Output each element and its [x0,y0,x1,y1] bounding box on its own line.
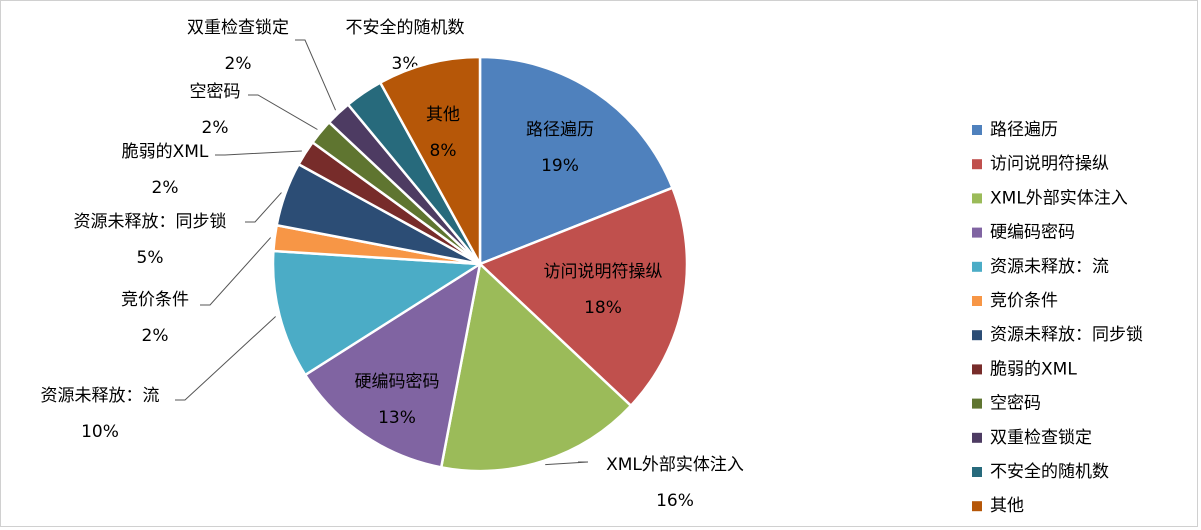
slice-label: 硬编码密码 [355,372,440,392]
legend-swatch [972,432,982,443]
slice-label: 空密码 [190,82,241,102]
legend-swatch [972,193,982,204]
slice-percent: 2% [142,326,169,346]
slice-label: 不安全的随机数 [346,18,465,38]
slice-label: 竞价条件 [121,290,189,310]
slice-percent: 8% [430,141,457,161]
pie-slice [271,249,484,377]
legend-swatch [972,159,982,170]
legend-label: 硬编码密码 [990,223,1075,243]
slice-percent: 2% [152,178,179,198]
slice-percent: 2% [225,54,252,74]
leader-line [200,237,272,306]
legend-label: 竞价条件 [990,291,1058,311]
slice-label: 资源未释放：同步锁 [74,212,227,232]
slice-percent: 16% [656,491,694,511]
slice-percent: 2% [202,118,229,138]
leader-line [248,94,318,130]
legend-label: 资源未释放：流 [990,257,1109,277]
legend-swatch [972,296,982,306]
slice-percent: 13% [378,408,416,428]
pie-slice [378,55,482,265]
legend-swatch [972,330,982,341]
slice-label: 路径遍历 [526,120,594,140]
leader-line [175,316,276,401]
legend-swatch [972,501,982,512]
legend-label: XML外部实体注入 [990,188,1128,208]
pie-slice [478,55,675,266]
legend-label: 脆弱的XML [990,359,1077,379]
legend-label: 其他 [990,496,1024,516]
legend-label: 双重检查锁定 [990,428,1092,448]
slice-label: XML外部实体注入 [606,455,744,475]
leader-line [295,39,337,111]
slice-label: 双重检查锁定 [187,18,289,38]
leader-line [545,461,589,466]
legend-label: 路径遍历 [990,120,1058,140]
legend-swatch [972,467,982,477]
leader-line [245,192,282,223]
legend-swatch [972,125,982,135]
legend-swatch [972,227,982,238]
slice-percent: 19% [541,156,579,176]
legend-swatch [972,364,982,375]
legend-swatch [972,261,982,272]
pie-slice [439,261,633,473]
legend-swatch [972,398,982,409]
slice-label: 其他 [426,105,460,125]
legend-label: 资源未释放：同步锁 [990,325,1143,345]
slice-label: 访问说明符操纵 [544,262,663,282]
slice-label: 资源未释放：流 [41,386,160,406]
slice-percent: 5% [137,248,164,268]
pie-slice [477,186,689,408]
slice-label: 脆弱的XML [122,142,209,162]
legend-label: 不安全的随机数 [990,462,1109,482]
slice-percent: 18% [584,298,622,318]
slice-percent: 10% [81,422,119,442]
leader-line [215,150,302,156]
legend-label: 访问说明符操纵 [990,154,1109,174]
pie-slice [303,261,482,469]
legend-label: 空密码 [990,394,1041,414]
